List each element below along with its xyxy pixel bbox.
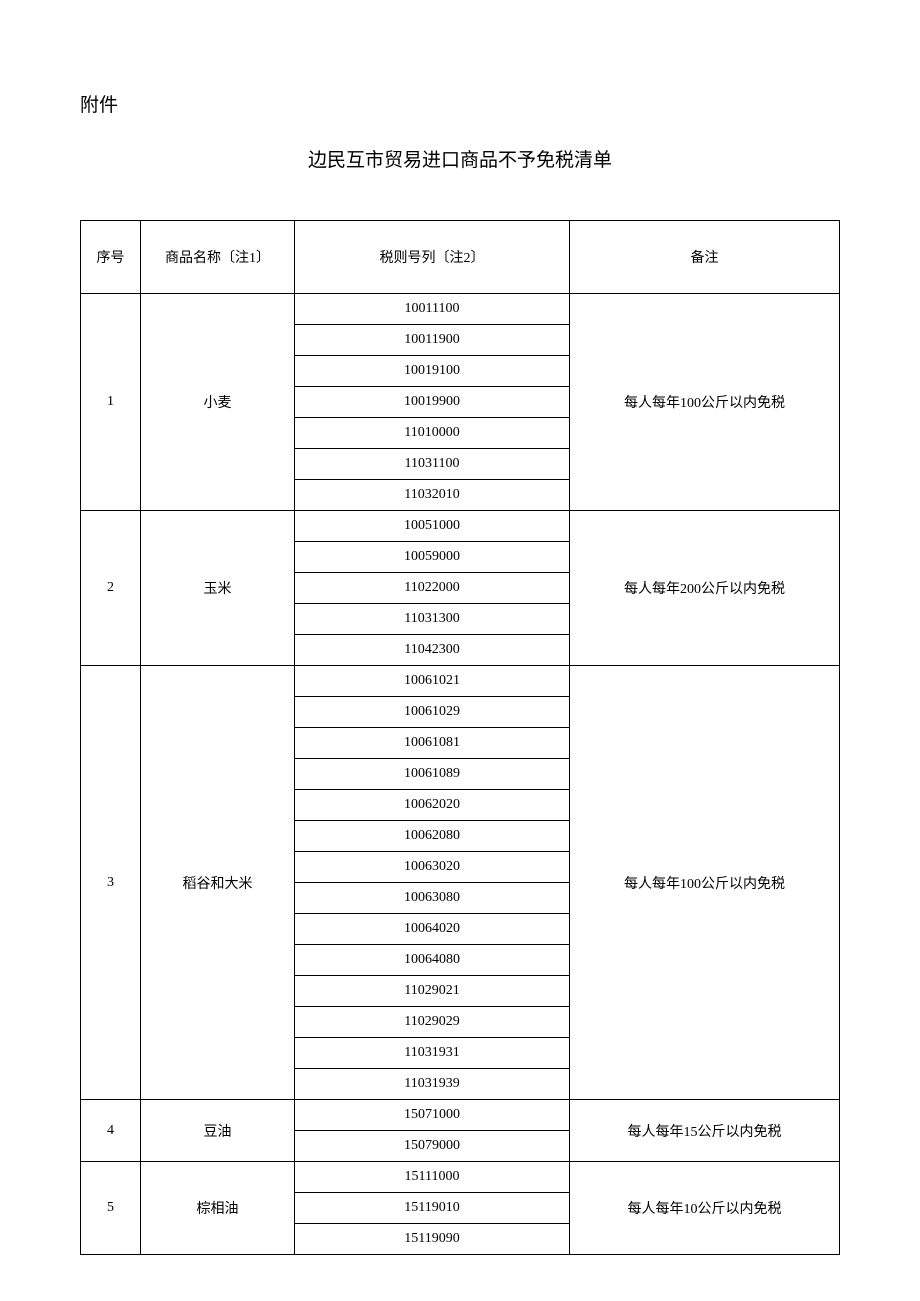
cell-note: 每人每年10公斤以内免税	[570, 1162, 840, 1255]
cell-name: 稻谷和大米	[141, 666, 295, 1100]
cell-code: 10061089	[295, 759, 570, 790]
cell-code: 15119010	[295, 1193, 570, 1224]
cell-code: 10019900	[295, 387, 570, 418]
cell-code: 15111000	[295, 1162, 570, 1193]
attachment-label: 附件	[80, 90, 840, 117]
cell-note: 每人每年100公斤以内免税	[570, 294, 840, 511]
header-code: 税则号列〔注2〕	[295, 221, 570, 294]
header-note: 备注	[570, 221, 840, 294]
cell-code: 10064080	[295, 945, 570, 976]
cell-code: 10064020	[295, 914, 570, 945]
table-row: 4豆油15071000每人每年15公斤以内免税	[81, 1100, 840, 1131]
cell-code: 11042300	[295, 635, 570, 666]
cell-seq: 3	[81, 666, 141, 1100]
header-seq: 序号	[81, 221, 141, 294]
cell-name: 豆油	[141, 1100, 295, 1162]
cell-code: 11010000	[295, 418, 570, 449]
cell-code: 15119090	[295, 1224, 570, 1255]
cell-code: 10061021	[295, 666, 570, 697]
cell-code: 11031100	[295, 449, 570, 480]
cell-code: 10061081	[295, 728, 570, 759]
table-row: 1小麦10011100每人每年100公斤以内免税	[81, 294, 840, 325]
table-row: 2玉米10051000每人每年200公斤以内免税	[81, 511, 840, 542]
cell-name: 小麦	[141, 294, 295, 511]
cell-code: 10011100	[295, 294, 570, 325]
cell-code: 10063080	[295, 883, 570, 914]
cell-code: 15071000	[295, 1100, 570, 1131]
cell-code: 10019100	[295, 356, 570, 387]
table-header-row: 序号 商品名称〔注1〕 税则号列〔注2〕 备注	[81, 221, 840, 294]
cell-seq: 1	[81, 294, 141, 511]
cell-code: 11029021	[295, 976, 570, 1007]
table-row: 3稻谷和大米10061021每人每年100公斤以内免税	[81, 666, 840, 697]
cell-code: 11031939	[295, 1069, 570, 1100]
cell-note: 每人每年100公斤以内免税	[570, 666, 840, 1100]
document-title: 边民互市贸易进口商品不予免税清单	[80, 145, 840, 172]
table-body: 1小麦10011100每人每年100公斤以内免税1001190010019100…	[81, 294, 840, 1255]
cell-code: 10059000	[295, 542, 570, 573]
exemption-table: 序号 商品名称〔注1〕 税则号列〔注2〕 备注 1小麦10011100每人每年1…	[80, 220, 840, 1255]
cell-code: 10051000	[295, 511, 570, 542]
cell-seq: 4	[81, 1100, 141, 1162]
header-name: 商品名称〔注1〕	[141, 221, 295, 294]
cell-name: 玉米	[141, 511, 295, 666]
cell-note: 每人每年15公斤以内免税	[570, 1100, 840, 1162]
cell-code: 10062020	[295, 790, 570, 821]
cell-seq: 2	[81, 511, 141, 666]
cell-code: 11029029	[295, 1007, 570, 1038]
cell-seq: 5	[81, 1162, 141, 1255]
cell-code: 11031300	[295, 604, 570, 635]
cell-code: 11022000	[295, 573, 570, 604]
cell-code: 11031931	[295, 1038, 570, 1069]
cell-name: 棕相油	[141, 1162, 295, 1255]
cell-code: 10062080	[295, 821, 570, 852]
cell-code: 10061029	[295, 697, 570, 728]
cell-code: 15079000	[295, 1131, 570, 1162]
cell-code: 11032010	[295, 480, 570, 511]
table-row: 5棕相油15111000每人每年10公斤以内免税	[81, 1162, 840, 1193]
cell-code: 10063020	[295, 852, 570, 883]
cell-code: 10011900	[295, 325, 570, 356]
cell-note: 每人每年200公斤以内免税	[570, 511, 840, 666]
